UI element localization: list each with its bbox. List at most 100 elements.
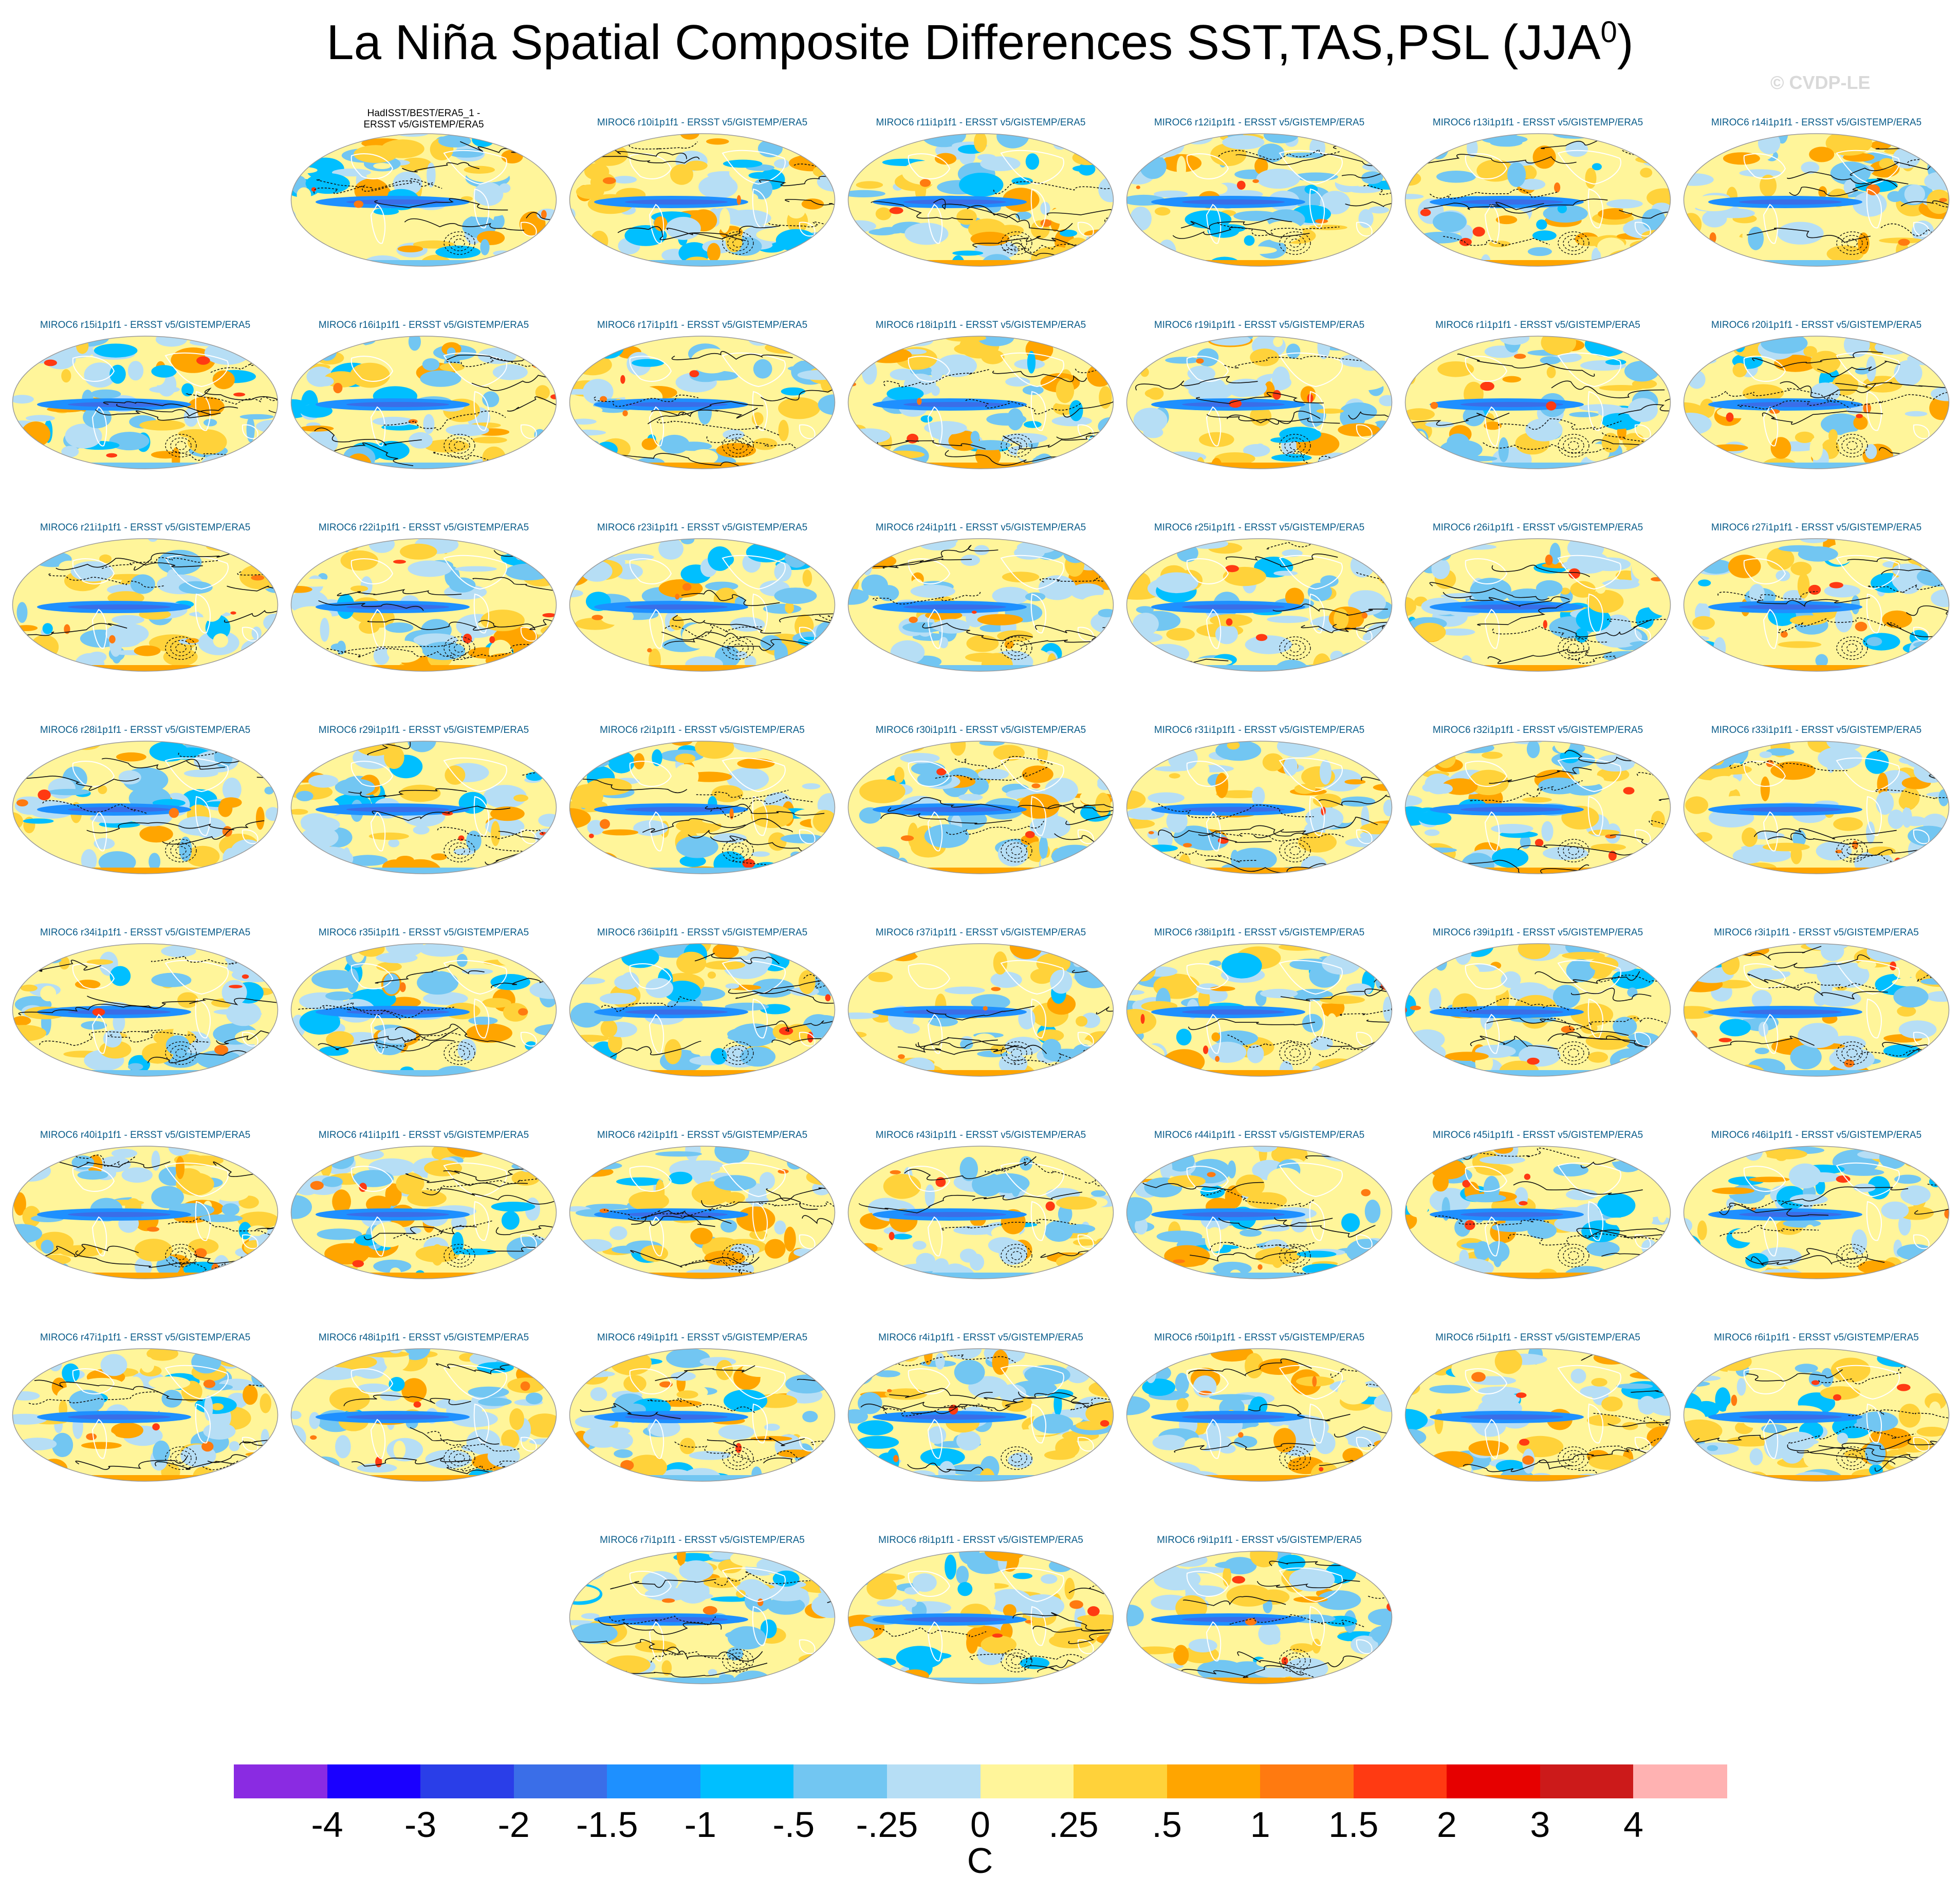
- map-plot: [847, 133, 1114, 267]
- map-panel: MIROC6 r7i1p1f1 - ERSST v5/GISTEMP/ERA5: [563, 1535, 841, 1737]
- map-panel: MIROC6 r39i1p1f1 - ERSST v5/GISTEMP/ERA5: [1399, 927, 1677, 1129]
- colorbar-box: [793, 1764, 887, 1798]
- map-plot: [569, 133, 836, 267]
- map-panel: MIROC6 r44i1p1f1 - ERSST v5/GISTEMP/ERA5: [1120, 1130, 1398, 1332]
- map-panel: MIROC6 r3i1p1f1 - ERSST v5/GISTEMP/ERA5: [1677, 927, 1955, 1129]
- figure-title: La Niña Spatial Composite Differences SS…: [326, 15, 1634, 70]
- map-panel: MIROC6 r17i1p1f1 - ERSST v5/GISTEMP/ERA5: [563, 320, 841, 522]
- map-plot: [847, 1348, 1114, 1482]
- map-panel-obs: HadISST/BEST/ERA5_1 - ERSST v5/GISTEMP/ER…: [285, 108, 563, 319]
- map-plot: [1126, 1551, 1393, 1684]
- panel-title: MIROC6 r2i1p1f1 - ERSST v5/GISTEMP/ERA5: [600, 725, 805, 735]
- panel-title: MIROC6 r1i1p1f1 - ERSST v5/GISTEMP/ERA5: [1435, 320, 1640, 330]
- map-panel: MIROC6 r22i1p1f1 - ERSST v5/GISTEMP/ERA5: [285, 522, 563, 724]
- panel-title: MIROC6 r12i1p1f1 - ERSST v5/GISTEMP/ERA5: [1154, 117, 1365, 128]
- map-panel: MIROC6 r45i1p1f1 - ERSST v5/GISTEMP/ERA5: [1399, 1130, 1677, 1332]
- colorbar-box: [700, 1764, 794, 1798]
- map-panel: MIROC6 r19i1p1f1 - ERSST v5/GISTEMP/ERA5: [1120, 320, 1398, 522]
- map-plot: [1126, 336, 1393, 469]
- map-panel: MIROC6 r30i1p1f1 - ERSST v5/GISTEMP/ERA5: [842, 725, 1120, 927]
- map-panel: MIROC6 r25i1p1f1 - ERSST v5/GISTEMP/ERA5: [1120, 522, 1398, 724]
- colorbar-label: -.25: [856, 1805, 918, 1845]
- map-panel: MIROC6 r40i1p1f1 - ERSST v5/GISTEMP/ERA5: [6, 1130, 284, 1332]
- panel-title: MIROC6 r26i1p1f1 - ERSST v5/GISTEMP/ERA5: [1432, 522, 1643, 533]
- map-plot: [12, 1146, 279, 1279]
- map-panel: MIROC6 r43i1p1f1 - ERSST v5/GISTEMP/ERA5: [842, 1130, 1120, 1332]
- map-plot: [1683, 1348, 1950, 1482]
- map-panel: MIROC6 r49i1p1f1 - ERSST v5/GISTEMP/ERA5: [563, 1332, 841, 1534]
- map-panel: MIROC6 r26i1p1f1 - ERSST v5/GISTEMP/ERA5: [1399, 522, 1677, 724]
- panel-title: MIROC6 r50i1p1f1 - ERSST v5/GISTEMP/ERA5: [1154, 1332, 1365, 1343]
- colorbar-box: [886, 1764, 981, 1798]
- watermark: © CVDP-LE: [1770, 72, 1871, 93]
- panel-title-line: ERSST v5/GISTEMP/ERA5: [363, 119, 484, 130]
- map-plot: [1683, 133, 1950, 267]
- panel-title: MIROC6 r34i1p1f1 - ERSST v5/GISTEMP/ERA5: [40, 927, 251, 938]
- map-panel: MIROC6 r11i1p1f1 - ERSST v5/GISTEMP/ERA5: [842, 117, 1120, 319]
- panel-title: MIROC6 r47i1p1f1 - ERSST v5/GISTEMP/ERA5: [40, 1332, 251, 1343]
- map-panel: MIROC6 r27i1p1f1 - ERSST v5/GISTEMP/ERA5: [1677, 522, 1955, 724]
- panel-title: MIROC6 r18i1p1f1 - ERSST v5/GISTEMP/ERA5: [875, 320, 1086, 330]
- map-plot: [1404, 741, 1671, 874]
- map-panel: MIROC6 r16i1p1f1 - ERSST v5/GISTEMP/ERA5: [285, 320, 563, 522]
- panel-title: MIROC6 r10i1p1f1 - ERSST v5/GISTEMP/ERA5: [597, 117, 808, 128]
- panel-title: MIROC6 r20i1p1f1 - ERSST v5/GISTEMP/ERA5: [1711, 320, 1922, 330]
- panel-title: MIROC6 r29i1p1f1 - ERSST v5/GISTEMP/ERA5: [318, 725, 529, 735]
- map-panel: MIROC6 r18i1p1f1 - ERSST v5/GISTEMP/ERA5: [842, 320, 1120, 522]
- colorbar-box: [1633, 1764, 1727, 1798]
- colorbar-box: [1074, 1764, 1168, 1798]
- colorbar-box: [1353, 1764, 1447, 1798]
- map-panel: MIROC6 r37i1p1f1 - ERSST v5/GISTEMP/ERA5: [842, 927, 1120, 1129]
- colorbar-label: 3: [1530, 1805, 1550, 1845]
- map-panel: MIROC6 r1i1p1f1 - ERSST v5/GISTEMP/ERA5: [1399, 320, 1677, 522]
- map-panel: MIROC6 r36i1p1f1 - ERSST v5/GISTEMP/ERA5: [563, 927, 841, 1129]
- panel-title: MIROC6 r5i1p1f1 - ERSST v5/GISTEMP/ERA5: [1435, 1332, 1640, 1343]
- panel-title: MIROC6 r35i1p1f1 - ERSST v5/GISTEMP/ERA5: [318, 927, 529, 938]
- map-plot: [12, 538, 279, 672]
- panel-title: MIROC6 r13i1p1f1 - ERSST v5/GISTEMP/ERA5: [1432, 117, 1643, 128]
- panel-title: MIROC6 r31i1p1f1 - ERSST v5/GISTEMP/ERA5: [1154, 725, 1365, 735]
- map-panel: MIROC6 r9i1p1f1 - ERSST v5/GISTEMP/ERA5: [1120, 1535, 1398, 1737]
- map-plot: [12, 336, 279, 469]
- panel-title: MIROC6 r42i1p1f1 - ERSST v5/GISTEMP/ERA5: [597, 1130, 808, 1140]
- panel-title: MIROC6 r24i1p1f1 - ERSST v5/GISTEMP/ERA5: [875, 522, 1086, 533]
- colorbar-box: [607, 1764, 701, 1798]
- colorbar-label: -.5: [772, 1805, 815, 1845]
- colorbar-label: .5: [1152, 1805, 1182, 1845]
- map-panel: MIROC6 r21i1p1f1 - ERSST v5/GISTEMP/ERA5: [6, 522, 284, 724]
- colorbar-label: 1: [1250, 1805, 1270, 1845]
- map-plot: [12, 943, 279, 1077]
- panel-title: MIROC6 r40i1p1f1 - ERSST v5/GISTEMP/ERA5: [40, 1130, 251, 1140]
- colorbar-label: 2: [1436, 1805, 1457, 1845]
- panel-title: MIROC6 r15i1p1f1 - ERSST v5/GISTEMP/ERA5: [40, 320, 251, 330]
- panel-title: MIROC6 r45i1p1f1 - ERSST v5/GISTEMP/ERA5: [1432, 1130, 1643, 1140]
- map-panel: MIROC6 r24i1p1f1 - ERSST v5/GISTEMP/ERA5: [842, 522, 1120, 724]
- map-plot: [569, 943, 836, 1077]
- map-plot: [1404, 538, 1671, 672]
- panel-title: MIROC6 r7i1p1f1 - ERSST v5/GISTEMP/ERA5: [600, 1535, 805, 1546]
- map-panel: MIROC6 r31i1p1f1 - ERSST v5/GISTEMP/ERA5: [1120, 725, 1398, 927]
- map-panel: MIROC6 r48i1p1f1 - ERSST v5/GISTEMP/ERA5: [285, 1332, 563, 1534]
- panel-title: MIROC6 r23i1p1f1 - ERSST v5/GISTEMP/ERA5: [597, 522, 808, 533]
- map-panel: MIROC6 r14i1p1f1 - ERSST v5/GISTEMP/ERA5: [1677, 117, 1955, 319]
- panel-title: MIROC6 r37i1p1f1 - ERSST v5/GISTEMP/ERA5: [875, 927, 1086, 938]
- map-plot: [569, 538, 836, 672]
- map-panel: MIROC6 r47i1p1f1 - ERSST v5/GISTEMP/ERA5: [6, 1332, 284, 1534]
- panel-title: MIROC6 r3i1p1f1 - ERSST v5/GISTEMP/ERA5: [1714, 927, 1919, 938]
- map-plot: [290, 336, 557, 469]
- map-panel: MIROC6 r15i1p1f1 - ERSST v5/GISTEMP/ERA5: [6, 320, 284, 522]
- map-plot: [1683, 1146, 1950, 1279]
- panel-title: MIROC6 r33i1p1f1 - ERSST v5/GISTEMP/ERA5: [1711, 725, 1922, 735]
- map-plot: [1126, 943, 1393, 1077]
- map-panel: MIROC6 r35i1p1f1 - ERSST v5/GISTEMP/ERA5: [285, 927, 563, 1129]
- map-plot: [1683, 336, 1950, 469]
- panel-title: MIROC6 r14i1p1f1 - ERSST v5/GISTEMP/ERA5: [1711, 117, 1922, 128]
- panel-title: MIROC6 r6i1p1f1 - ERSST v5/GISTEMP/ERA5: [1714, 1332, 1919, 1343]
- colorbar: [234, 1764, 1727, 1798]
- map-plot: [1404, 336, 1671, 469]
- map-panel: MIROC6 r28i1p1f1 - ERSST v5/GISTEMP/ERA5: [6, 725, 284, 927]
- panel-title: MIROC6 r30i1p1f1 - ERSST v5/GISTEMP/ERA5: [875, 725, 1086, 735]
- map-panel: MIROC6 r29i1p1f1 - ERSST v5/GISTEMP/ERA5: [285, 725, 563, 927]
- map-panel: MIROC6 r6i1p1f1 - ERSST v5/GISTEMP/ERA5: [1677, 1332, 1955, 1534]
- map-plot: [569, 336, 836, 469]
